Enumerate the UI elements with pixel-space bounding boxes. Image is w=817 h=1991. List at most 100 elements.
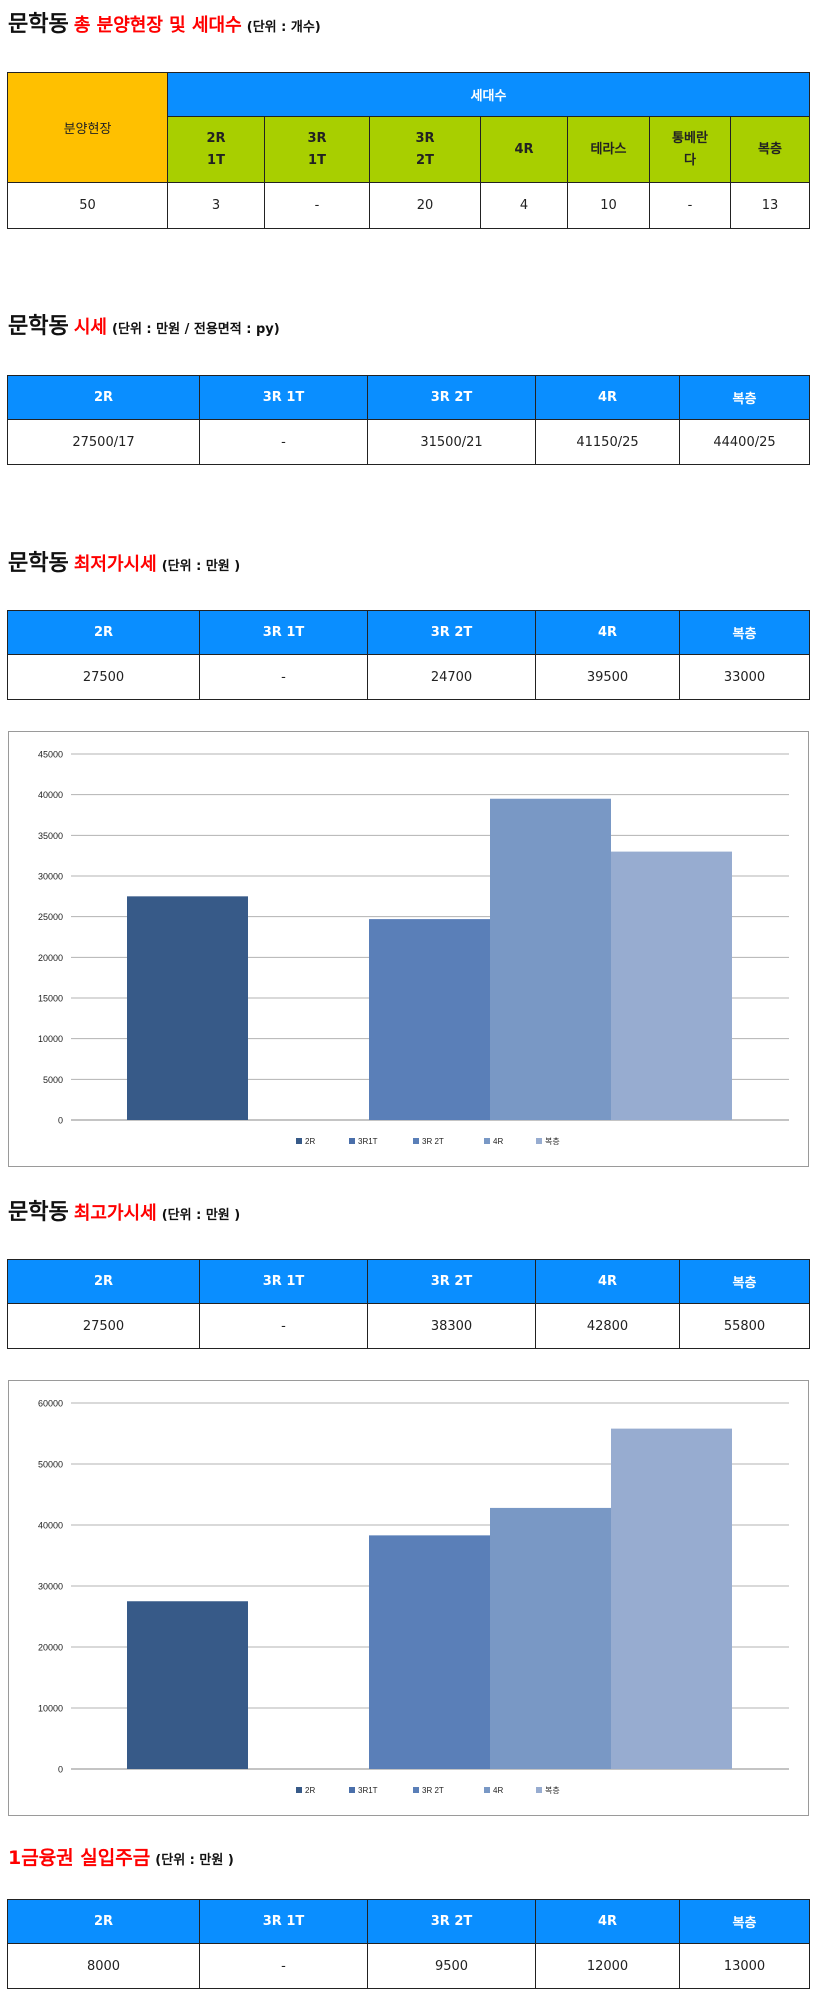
table-header: 2R	[7, 1259, 200, 1304]
table-cell: -	[199, 1943, 368, 1989]
bar-2R	[127, 1601, 248, 1769]
section5-title: 1금융권 실입주금 (단위 : 만원 )	[8, 1843, 234, 1870]
section2-title: 문학동 시세 (단위 : 만원 / 전용면적 : py)	[8, 308, 280, 340]
table-header: 복층	[679, 1259, 810, 1304]
bar-2R	[127, 896, 248, 1120]
y-tick-label: 30000	[38, 872, 63, 882]
table-header: 3R 1T	[199, 375, 368, 420]
highest-price-chart-svg: 0 10000 20000 30000 40000 50000 60000 2R 3R1T 3R …	[38, 1399, 789, 1795]
bar-복층	[611, 1428, 732, 1769]
table-header: 복층	[679, 375, 810, 420]
table-cell: 27500	[7, 1303, 200, 1349]
y-tick-label: 10000	[38, 1034, 63, 1044]
table-cell: 20	[369, 182, 481, 229]
legend-swatch	[484, 1787, 490, 1793]
legend-label: 2R	[305, 1786, 315, 1795]
legend-label: 2R	[305, 1137, 315, 1146]
table-cell: 4	[480, 182, 568, 229]
legend-label: 3R 2T	[422, 1786, 444, 1795]
table-header: 4R	[535, 1899, 680, 1944]
table-header: 복층	[679, 1899, 810, 1944]
table-cell: 39500	[535, 654, 680, 700]
legend-swatch	[536, 1138, 542, 1144]
y-tick-label: 20000	[38, 1643, 63, 1653]
col-terrace: 테라스	[567, 116, 650, 183]
table-cell: -	[199, 419, 368, 465]
units-table: 분양현장 세대수 2R 1T 3R 1T 3R 2T 4R 테라스 통베란 다 …	[7, 72, 811, 229]
legend-label: 4R	[493, 1786, 503, 1795]
y-tick-label: 25000	[38, 912, 63, 922]
header-sites: 분양현장	[7, 72, 168, 183]
bar-복층	[611, 851, 732, 1120]
table-header: 3R 1T	[199, 1899, 368, 1944]
legend-label: 3R 2T	[422, 1137, 444, 1146]
section1-title-sub: 총 분양현장 및 세대수	[73, 15, 242, 36]
y-tick-label: 30000	[38, 1582, 63, 1592]
y-tick-label: 20000	[38, 953, 63, 963]
table-header: 3R 2T	[367, 1899, 536, 1944]
table-cell: -	[199, 654, 368, 700]
section4-title-main: 문학동	[8, 1200, 69, 1225]
y-tick-label: 35000	[38, 831, 63, 841]
header-units: 세대수	[166, 72, 811, 117]
table-cell: 3	[167, 182, 265, 229]
table-cell: 33000	[679, 654, 810, 700]
section3-title-unit: (단위 : 만원 )	[161, 559, 241, 574]
section2-title-sub: 시세	[73, 317, 107, 338]
table-cell: 8000	[7, 1943, 200, 1989]
y-tick-label: 40000	[38, 1521, 63, 1531]
col-3r1t: 3R 1T	[264, 116, 370, 183]
table-header: 4R	[535, 375, 680, 420]
table-cell: 13000	[679, 1943, 810, 1989]
legend-label: 4R	[493, 1137, 503, 1146]
table-header: 3R 1T	[199, 1259, 368, 1304]
table-cell: 27500/17	[7, 419, 200, 465]
table-cell: 10	[567, 182, 650, 229]
highest-price-table: 2R 3R 1T 3R 2T 4R 복층 27500 - 38300 42800…	[7, 1259, 810, 1349]
col-duplex: 복층	[729, 116, 811, 183]
y-tick-label: 15000	[38, 994, 63, 1004]
legend-swatch	[349, 1138, 355, 1144]
y-tick-label: 40000	[38, 790, 63, 800]
table-cell: 12000	[535, 1943, 680, 1989]
y-tick-label: 0	[58, 1116, 63, 1126]
section1-title: 문학동 총 분양현장 및 세대수 (단위 : 개수)	[8, 6, 321, 38]
bar-4R	[490, 798, 611, 1120]
table-cell: 41150/25	[535, 419, 680, 465]
col-4r: 4R	[480, 116, 568, 183]
section4-title-unit: (단위 : 만원 )	[161, 1208, 241, 1223]
section2-title-unit: (단위 : 만원 / 전용면적 : py)	[112, 322, 280, 337]
legend-swatch	[296, 1138, 302, 1144]
legend-swatch	[413, 1138, 419, 1144]
y-tick-label: 50000	[38, 1460, 63, 1470]
col-3r2t: 3R 2T	[369, 116, 481, 183]
table-header: 복층	[679, 610, 810, 655]
table-cell: 38300	[367, 1303, 536, 1349]
section5-title-main: 1금융권 실입주금	[8, 1847, 151, 1869]
down-payment-table: 2R 3R 1T 3R 2T 4R 복층 8000 - 9500 12000 1…	[7, 1899, 810, 1989]
y-tick-label: 10000	[38, 1704, 63, 1714]
table-header: 3R 2T	[367, 375, 536, 420]
section3-title-main: 문학동	[8, 551, 69, 576]
legend-swatch	[536, 1787, 542, 1793]
section2-title-main: 문학동	[8, 314, 69, 339]
y-tick-label: 60000	[38, 1399, 63, 1409]
legend-label: 3R1T	[358, 1137, 378, 1146]
legend-swatch	[349, 1787, 355, 1793]
highest-price-chart: 0 10000 20000 30000 40000 50000 60000 2R 3R1T 3R …	[8, 1380, 809, 1816]
table-cell: 42800	[535, 1303, 680, 1349]
table-header: 2R	[7, 1899, 200, 1944]
y-tick-label: 5000	[43, 1075, 63, 1085]
section4-title: 문학동 최고가시세 (단위 : 만원 )	[8, 1194, 240, 1226]
bar-3R2T	[369, 919, 490, 1120]
table-cell: 27500	[7, 654, 200, 700]
table-header: 4R	[535, 1259, 680, 1304]
col-veranda: 통베란 다	[649, 116, 731, 183]
table-cell: -	[649, 182, 731, 229]
lowest-price-chart-svg: 0 5000 10000 15000 20000 25000 30000 35000 40000…	[38, 750, 789, 1146]
table-header: 4R	[535, 610, 680, 655]
section3-title-sub: 최저가시세	[73, 554, 157, 575]
legend-label: 복층	[545, 1786, 560, 1795]
cell-sites-value: 50	[7, 182, 168, 229]
legend-label: 3R1T	[358, 1786, 378, 1795]
